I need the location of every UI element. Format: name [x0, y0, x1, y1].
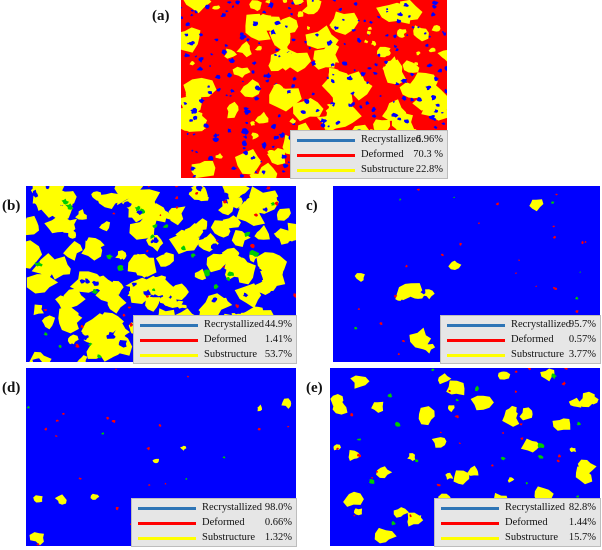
panel-label-a: (a) — [152, 8, 170, 24]
panel-label-d: (d) — [2, 380, 21, 396]
legend-value: 1.41% — [264, 334, 292, 345]
substructure-swatch — [140, 354, 198, 357]
legend-row-deformed: Deformed 70.3 % — [291, 148, 447, 162]
legend-name: Substructure — [505, 532, 559, 543]
legend-name: Substructure — [511, 349, 565, 360]
deformed-swatch — [447, 339, 505, 342]
legend-value: 82.8% — [568, 502, 596, 513]
legend-name: Deformed — [361, 149, 404, 160]
recrystallized-swatch — [441, 507, 499, 510]
legend-row-substructure: Substructure 1.32% — [132, 531, 296, 545]
panel-label-c: c) — [306, 198, 318, 214]
legend-row-deformed: Deformed 1.41% — [134, 333, 296, 347]
legend-value: 1.32% — [264, 532, 292, 543]
legend-name: Deformed — [202, 517, 245, 528]
legend-value: 15.7% — [568, 532, 596, 543]
legend-name: Recrystallized — [511, 319, 572, 330]
deformed-swatch — [441, 522, 499, 525]
legend-d: Recrystallized 98.0% Deformed 0.66% Substr… — [131, 498, 297, 547]
legend-value: 22.8% — [415, 164, 443, 175]
legend-name: Deformed — [505, 517, 548, 528]
legend-value: 70.3 % — [413, 149, 443, 160]
legend-value: 3.77% — [568, 349, 596, 360]
legend-row-substructure: Substructure 22.8% — [291, 163, 447, 177]
legend-row-deformed: Deformed 0.57% — [441, 333, 600, 347]
legend-name: Deformed — [204, 334, 247, 345]
deformed-swatch — [297, 154, 355, 157]
legend-value: 1.44% — [568, 517, 596, 528]
legend-b: Recrystallized 44.9% Deformed 1.41% Substr… — [133, 315, 297, 364]
substructure-swatch — [138, 537, 196, 540]
legend-row-deformed: Deformed 0.66% — [132, 516, 296, 530]
substructure-swatch — [447, 354, 505, 357]
legend-c: Recrystallized 95.7% Deformed 0.57% Substr… — [440, 315, 601, 364]
legend-name: Substructure — [204, 349, 258, 360]
legend-name: Recrystallized — [204, 319, 265, 330]
recrystallized-swatch — [138, 507, 196, 510]
legend-name: Recrystallized — [202, 502, 263, 513]
panel-label-b: (b) — [2, 198, 21, 214]
legend-name: Deformed — [511, 334, 554, 345]
legend-row-substructure: Substructure 53.7% — [134, 348, 296, 362]
legend-value: 6.96% — [415, 134, 443, 145]
deformed-swatch — [138, 522, 196, 525]
recrystallized-swatch — [447, 324, 505, 327]
legend-name: Recrystallized — [505, 502, 566, 513]
legend-value: 98.0% — [264, 502, 292, 513]
legend-row-recrystallized: Recrystallized 6.96% — [291, 133, 447, 147]
legend-value: 0.66% — [264, 517, 292, 528]
panel-label-e: (e) — [306, 380, 323, 396]
legend-row-substructure: Substructure 15.7% — [435, 531, 600, 545]
legend-name: Substructure — [202, 532, 256, 543]
recrystallized-swatch — [140, 324, 198, 327]
legend-name: Substructure — [361, 164, 415, 175]
legend-name: Recrystallized — [361, 134, 422, 145]
legend-a: Recrystallized 6.96% Deformed 70.3 % Subst… — [290, 130, 448, 179]
substructure-swatch — [441, 537, 499, 540]
legend-row-recrystallized: Recrystallized 44.9% — [134, 318, 296, 332]
legend-value: 44.9% — [264, 319, 292, 330]
substructure-swatch — [297, 169, 355, 172]
legend-value: 95.7% — [568, 319, 596, 330]
legend-row-recrystallized: Recrystallized 98.0% — [132, 501, 296, 515]
legend-row-recrystallized: Recrystallized 95.7% — [441, 318, 600, 332]
legend-value: 0.57% — [568, 334, 596, 345]
legend-row-deformed: Deformed 1.44% — [435, 516, 600, 530]
legend-row-recrystallized: Recrystallized 82.8% — [435, 501, 600, 515]
legend-value: 53.7% — [264, 349, 292, 360]
legend-e: Recrystallized 82.8% Deformed 1.44% Substr… — [434, 498, 601, 547]
recrystallized-swatch — [297, 139, 355, 142]
deformed-swatch — [140, 339, 198, 342]
legend-row-substructure: Substructure 3.77% — [441, 348, 600, 362]
